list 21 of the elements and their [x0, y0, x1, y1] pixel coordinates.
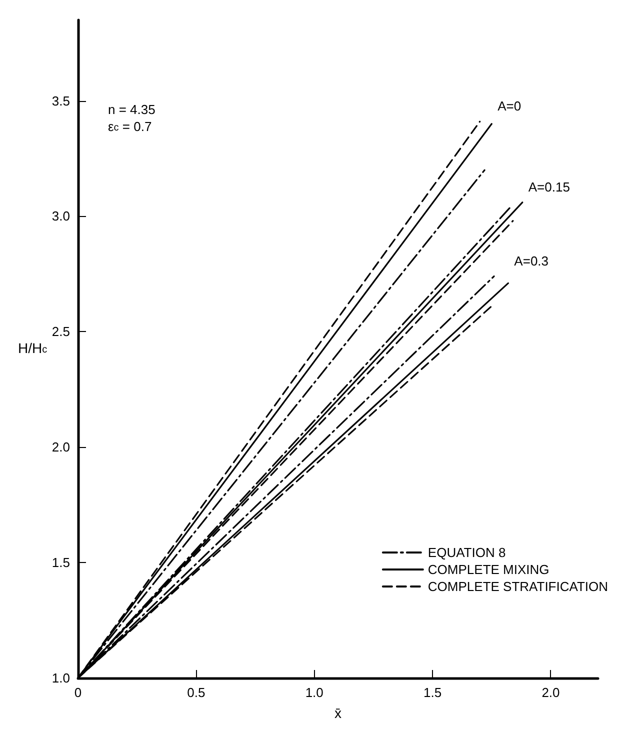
x-tick-label: 1.5: [424, 685, 442, 700]
annotation: εc = 0.7: [108, 119, 152, 134]
y-tick-label: 3.0: [52, 208, 70, 224]
y-axis-title: H/Hc: [18, 340, 48, 356]
x-tick-label: 1.0: [305, 685, 324, 700]
x-axis-title: x̄: [334, 705, 342, 721]
annotation: A=0.15: [528, 179, 570, 194]
legend-label: COMPLETE MIXING: [428, 562, 550, 577]
annotation: A=0: [498, 98, 522, 114]
legend-label: EQUATION 8: [428, 545, 506, 560]
x-tick-label: 0: [74, 685, 82, 700]
y-tick-label: 2.5: [52, 324, 70, 340]
y-tick-label: 3.5: [52, 93, 70, 108]
y-tick-label: 2.0: [52, 440, 70, 455]
y-tick-label: 1.5: [52, 555, 70, 570]
annotation: n = 4.35: [108, 102, 156, 117]
x-tick-label: 2.0: [542, 685, 560, 700]
annotation: A=0.3: [514, 253, 549, 268]
legend-label: COMPLETE STRATIFICATION: [428, 579, 608, 594]
x-tick-label: 0.5: [187, 685, 206, 700]
y-tick-label: 1.0: [52, 670, 70, 686]
